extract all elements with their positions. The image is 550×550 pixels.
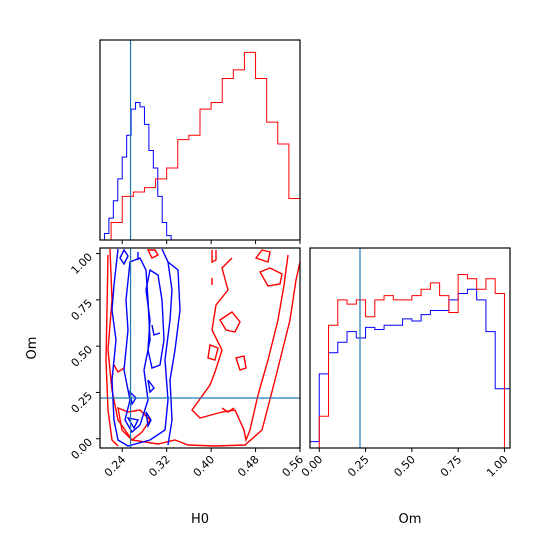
red-contour-blob-10: [117, 406, 151, 441]
blue-contour-blob-4: [147, 379, 155, 394]
h0-marginal-panel: [99, 39, 301, 244]
om-hist-series-blue: [309, 288, 511, 448]
om-xtick-label-4: 1.00: [484, 453, 511, 480]
om-xtick-label-1: 0.25: [345, 453, 372, 480]
contour-panel: 0.24 0.32 0.40 0.48 0.56 0.000.250.500.751.0…: [25, 247, 306, 527]
red-contour-blob-7: [211, 250, 217, 264]
red-contour-blob-11: [113, 364, 125, 373]
red-contour-blob-4: [207, 344, 219, 361]
om-xtick-label-0: 0.00: [299, 453, 326, 480]
y-axis-label-om: Om: [25, 337, 40, 360]
red-contour-blob-5: [235, 355, 247, 371]
red-contour-blob-3: [254, 249, 271, 263]
blue-contour-outer: [111, 248, 173, 447]
red-contour-outer: [107, 248, 300, 447]
red-contour-blob-6: [146, 249, 159, 259]
contour-ytick-label-4: 1.00: [69, 250, 96, 277]
h0-hist-series-blue: [100, 102, 176, 241]
red-contour-blob-1: [219, 311, 241, 333]
contour-xtick-label-0: 0.24: [102, 453, 129, 480]
blue-contour-blob-1: [119, 248, 129, 266]
red-contour-blob-2: [258, 267, 283, 287]
contour-xtick-label-2: 0.40: [191, 453, 218, 480]
contour-xtick-label-1: 0.32: [146, 453, 173, 480]
om-marginal-panel: 0.00 0.25 0.50 0.75 1.00 Om: [299, 247, 511, 527]
x-axis-label-om: Om: [399, 512, 422, 527]
om-hist-series-red: [310, 273, 505, 449]
contour-ytick-label-2: 0.50: [69, 343, 96, 370]
om-xtick-label-3: 0.75: [438, 453, 465, 480]
red-contour-inner: [191, 254, 289, 443]
contour-frame: [99, 247, 301, 449]
red-contour-blob-9: [221, 407, 235, 413]
om-marginal-frame: [309, 247, 511, 449]
contour-ytick-label-1: 0.25: [69, 389, 96, 416]
blue-contour-inner: [123, 257, 151, 434]
h0-marginal-frame: [99, 39, 301, 241]
x-axis-label-h0: H0: [191, 512, 209, 527]
om-xtick-label-2: 0.50: [391, 453, 418, 480]
contour-xtick-label-3: 0.48: [235, 453, 262, 480]
contour-ytick-label-0: 0.00: [69, 436, 96, 463]
blue-contour-core: [145, 268, 165, 369]
blue-contour-outer-right: [167, 261, 181, 446]
contour-ytick-label-3: 0.75: [69, 297, 96, 324]
blue-contour-blob-3: [151, 324, 161, 336]
blue-contour-blob-5: [145, 411, 152, 429]
red-contour-outer-left: [105, 254, 119, 447]
h0-hist-series-red: [100, 51, 301, 241]
